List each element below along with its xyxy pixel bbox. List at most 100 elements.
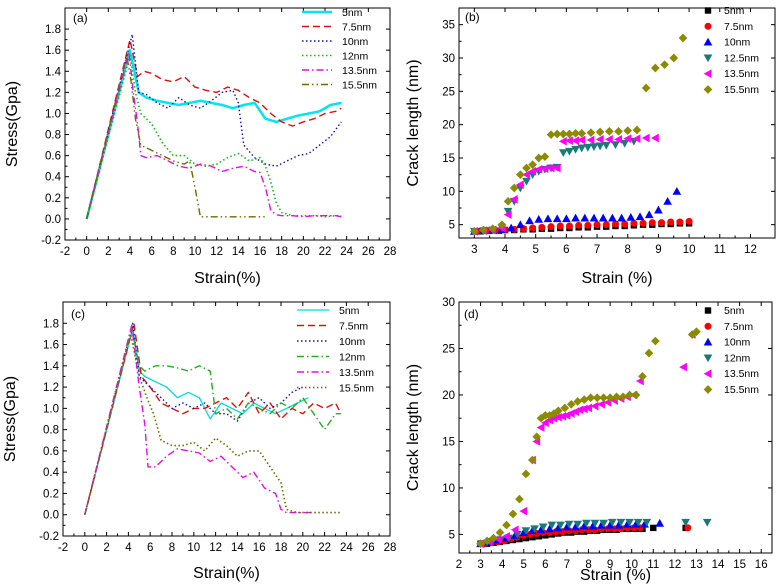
x-tick-label: 10 — [189, 246, 202, 258]
y-tick-label: 10 — [442, 483, 455, 495]
data-point — [605, 393, 615, 403]
data-point — [584, 221, 592, 229]
y-tick-label: 20 — [442, 120, 455, 132]
data-point — [685, 217, 693, 225]
data-point — [663, 197, 672, 205]
data-point — [651, 63, 660, 73]
x-tick-label: 8 — [169, 542, 175, 554]
y-tick-label: 0.8 — [43, 425, 59, 437]
data-point — [626, 213, 636, 221]
data-point — [573, 397, 583, 406]
x-axis-label: Strain (%) — [581, 270, 652, 287]
series-line-5nm — [85, 48, 342, 220]
data-point — [552, 214, 562, 223]
legend-label: 7.5nm — [342, 22, 371, 34]
data-point — [495, 528, 505, 537]
data-point — [601, 141, 611, 150]
data-point — [525, 216, 534, 225]
data-point — [521, 527, 531, 536]
data-point — [669, 53, 679, 63]
data-point — [599, 519, 608, 528]
data-point — [545, 524, 554, 533]
data-point — [617, 213, 626, 222]
legend-label: 15.5nm — [342, 80, 377, 92]
data-point — [552, 129, 562, 139]
legend: 5nm 7.5nm 10nm 12nm 13.5nm 15.5nm — [703, 305, 759, 396]
data-point — [632, 134, 641, 143]
data-point — [553, 406, 563, 416]
data-point — [692, 327, 701, 337]
legend-label: 7.5nm — [339, 321, 368, 333]
x-axis-label: Strain (%) — [580, 567, 651, 584]
y-tick-label: 5 — [449, 220, 455, 232]
y-axis-label: Crack length (nm) — [405, 364, 422, 491]
legend-label: 12nm — [342, 51, 369, 63]
x-tick-label: 8 — [585, 559, 591, 571]
data-point — [657, 219, 665, 227]
data-point — [618, 392, 628, 402]
data-point — [599, 393, 608, 403]
series-line-15.5nm — [86, 54, 266, 220]
panel-label: (a) — [73, 11, 88, 25]
data-point — [592, 393, 602, 403]
data-point — [589, 213, 599, 222]
x-tick-label: 8 — [170, 246, 176, 258]
data-point — [676, 218, 684, 226]
data-point — [641, 83, 651, 93]
data-point — [562, 214, 571, 223]
x-tick-label: 6 — [542, 559, 548, 571]
data-point — [583, 143, 593, 152]
series-7.5nm — [86, 38, 342, 220]
x-tick-label: 28 — [384, 246, 397, 258]
y-tick-label: 0.0 — [45, 214, 61, 226]
data-point — [607, 518, 617, 527]
x-tick-label: 20 — [297, 246, 310, 258]
y-tick-label: 0.6 — [45, 151, 61, 163]
series-5nm — [85, 48, 342, 220]
data-point — [602, 221, 610, 229]
data-point — [586, 128, 596, 137]
data-point — [575, 221, 583, 229]
series-line-12nm — [84, 327, 341, 515]
data-point — [522, 534, 530, 542]
data-point — [540, 152, 550, 161]
x-tick-label: 12 — [210, 246, 223, 258]
panel-label: (b) — [465, 10, 480, 24]
data-point — [571, 129, 580, 138]
x-tick-label: 4 — [125, 542, 132, 554]
x-tick-label: 12 — [668, 559, 681, 571]
data-point — [638, 372, 647, 381]
data-point — [641, 133, 650, 143]
x-tick-label: 24 — [340, 246, 353, 258]
y-tick-label: 5 — [449, 529, 455, 541]
data-point — [625, 390, 634, 400]
data-point — [590, 401, 599, 411]
y-tick-label: 1.2 — [43, 382, 59, 394]
data-point — [528, 167, 537, 176]
x-tick-label: 3 — [471, 244, 477, 256]
data-point — [651, 336, 660, 346]
x-tick-label: 7 — [564, 559, 570, 571]
series-15.5nm — [86, 54, 266, 220]
legend-label: 12.5nm — [724, 52, 759, 64]
data-point — [522, 170, 530, 179]
x-tick-label: 18 — [275, 542, 288, 554]
data-point — [635, 212, 645, 221]
x-axis-label: Strain(%) — [194, 270, 261, 287]
data-point — [532, 432, 542, 442]
data-point — [611, 220, 619, 228]
data-point — [556, 222, 564, 230]
series-10nm — [86, 33, 342, 220]
data-point — [536, 413, 546, 423]
x-tick-label: 4 — [127, 246, 134, 258]
data-point — [614, 127, 623, 136]
data-point — [553, 412, 562, 422]
data-point — [558, 137, 567, 146]
y-tick-label: -0.2 — [41, 235, 61, 247]
legend-label: 15.5nm — [724, 384, 759, 396]
data-point — [577, 135, 586, 145]
y-tick-label: 0.8 — [45, 130, 61, 142]
legend-marker — [704, 22, 712, 30]
data-point — [508, 509, 518, 519]
